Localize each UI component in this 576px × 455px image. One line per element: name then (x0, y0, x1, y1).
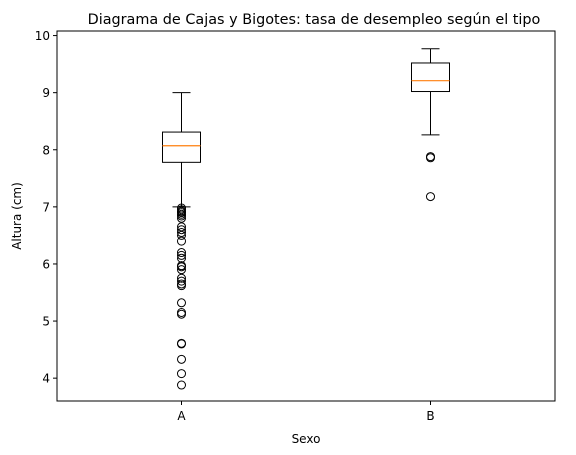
y-tick-label: 8 (42, 143, 50, 157)
y-axis-label: Altura (cm) (10, 182, 24, 250)
outlier-point (177, 248, 186, 258)
outlier-point (177, 213, 186, 223)
x-axis-label: Sexo (292, 432, 321, 446)
chart-title: Diagrama de Cajas y Bigotes: tasa de des… (88, 12, 541, 28)
iqr-box (162, 131, 201, 163)
outlier-point (177, 265, 186, 275)
outlier-point (177, 281, 186, 291)
outlier-point (177, 236, 186, 246)
outlier-point (177, 225, 186, 235)
outlier-point (177, 380, 186, 390)
y-tick-label: 7 (42, 200, 50, 214)
axes: A B 4 5 6 7 8 9 10 (35, 29, 435, 423)
outlier-point (177, 354, 186, 364)
outlier-point (177, 211, 186, 221)
box-group-b (411, 48, 450, 202)
outlier-point (426, 153, 435, 163)
x-tick-label: B (426, 409, 434, 423)
outlier-point (177, 262, 186, 272)
outlier-point (177, 222, 186, 232)
y-tick-label: 5 (42, 315, 50, 329)
y-tick-label: 9 (42, 86, 50, 100)
iqr-box (411, 62, 450, 93)
x-tick-label: A (177, 409, 186, 423)
plot-area (162, 48, 450, 390)
outlier-point (177, 309, 186, 319)
box-group-a (162, 92, 201, 390)
outlier-point (177, 276, 186, 286)
y-tick-label: 10 (35, 29, 50, 43)
outlier-point (177, 339, 186, 349)
y-tick-label: 6 (42, 257, 50, 271)
outlier-point (177, 250, 186, 260)
plot-frame (56, 30, 556, 402)
outlier-point (177, 228, 186, 238)
outlier-point (177, 369, 186, 379)
outlier-point (177, 298, 186, 308)
y-tick-label: 4 (42, 372, 50, 386)
outlier-point (426, 192, 435, 202)
outlier-point (177, 230, 186, 240)
outlier-point (177, 253, 186, 263)
outlier-point (177, 273, 186, 283)
